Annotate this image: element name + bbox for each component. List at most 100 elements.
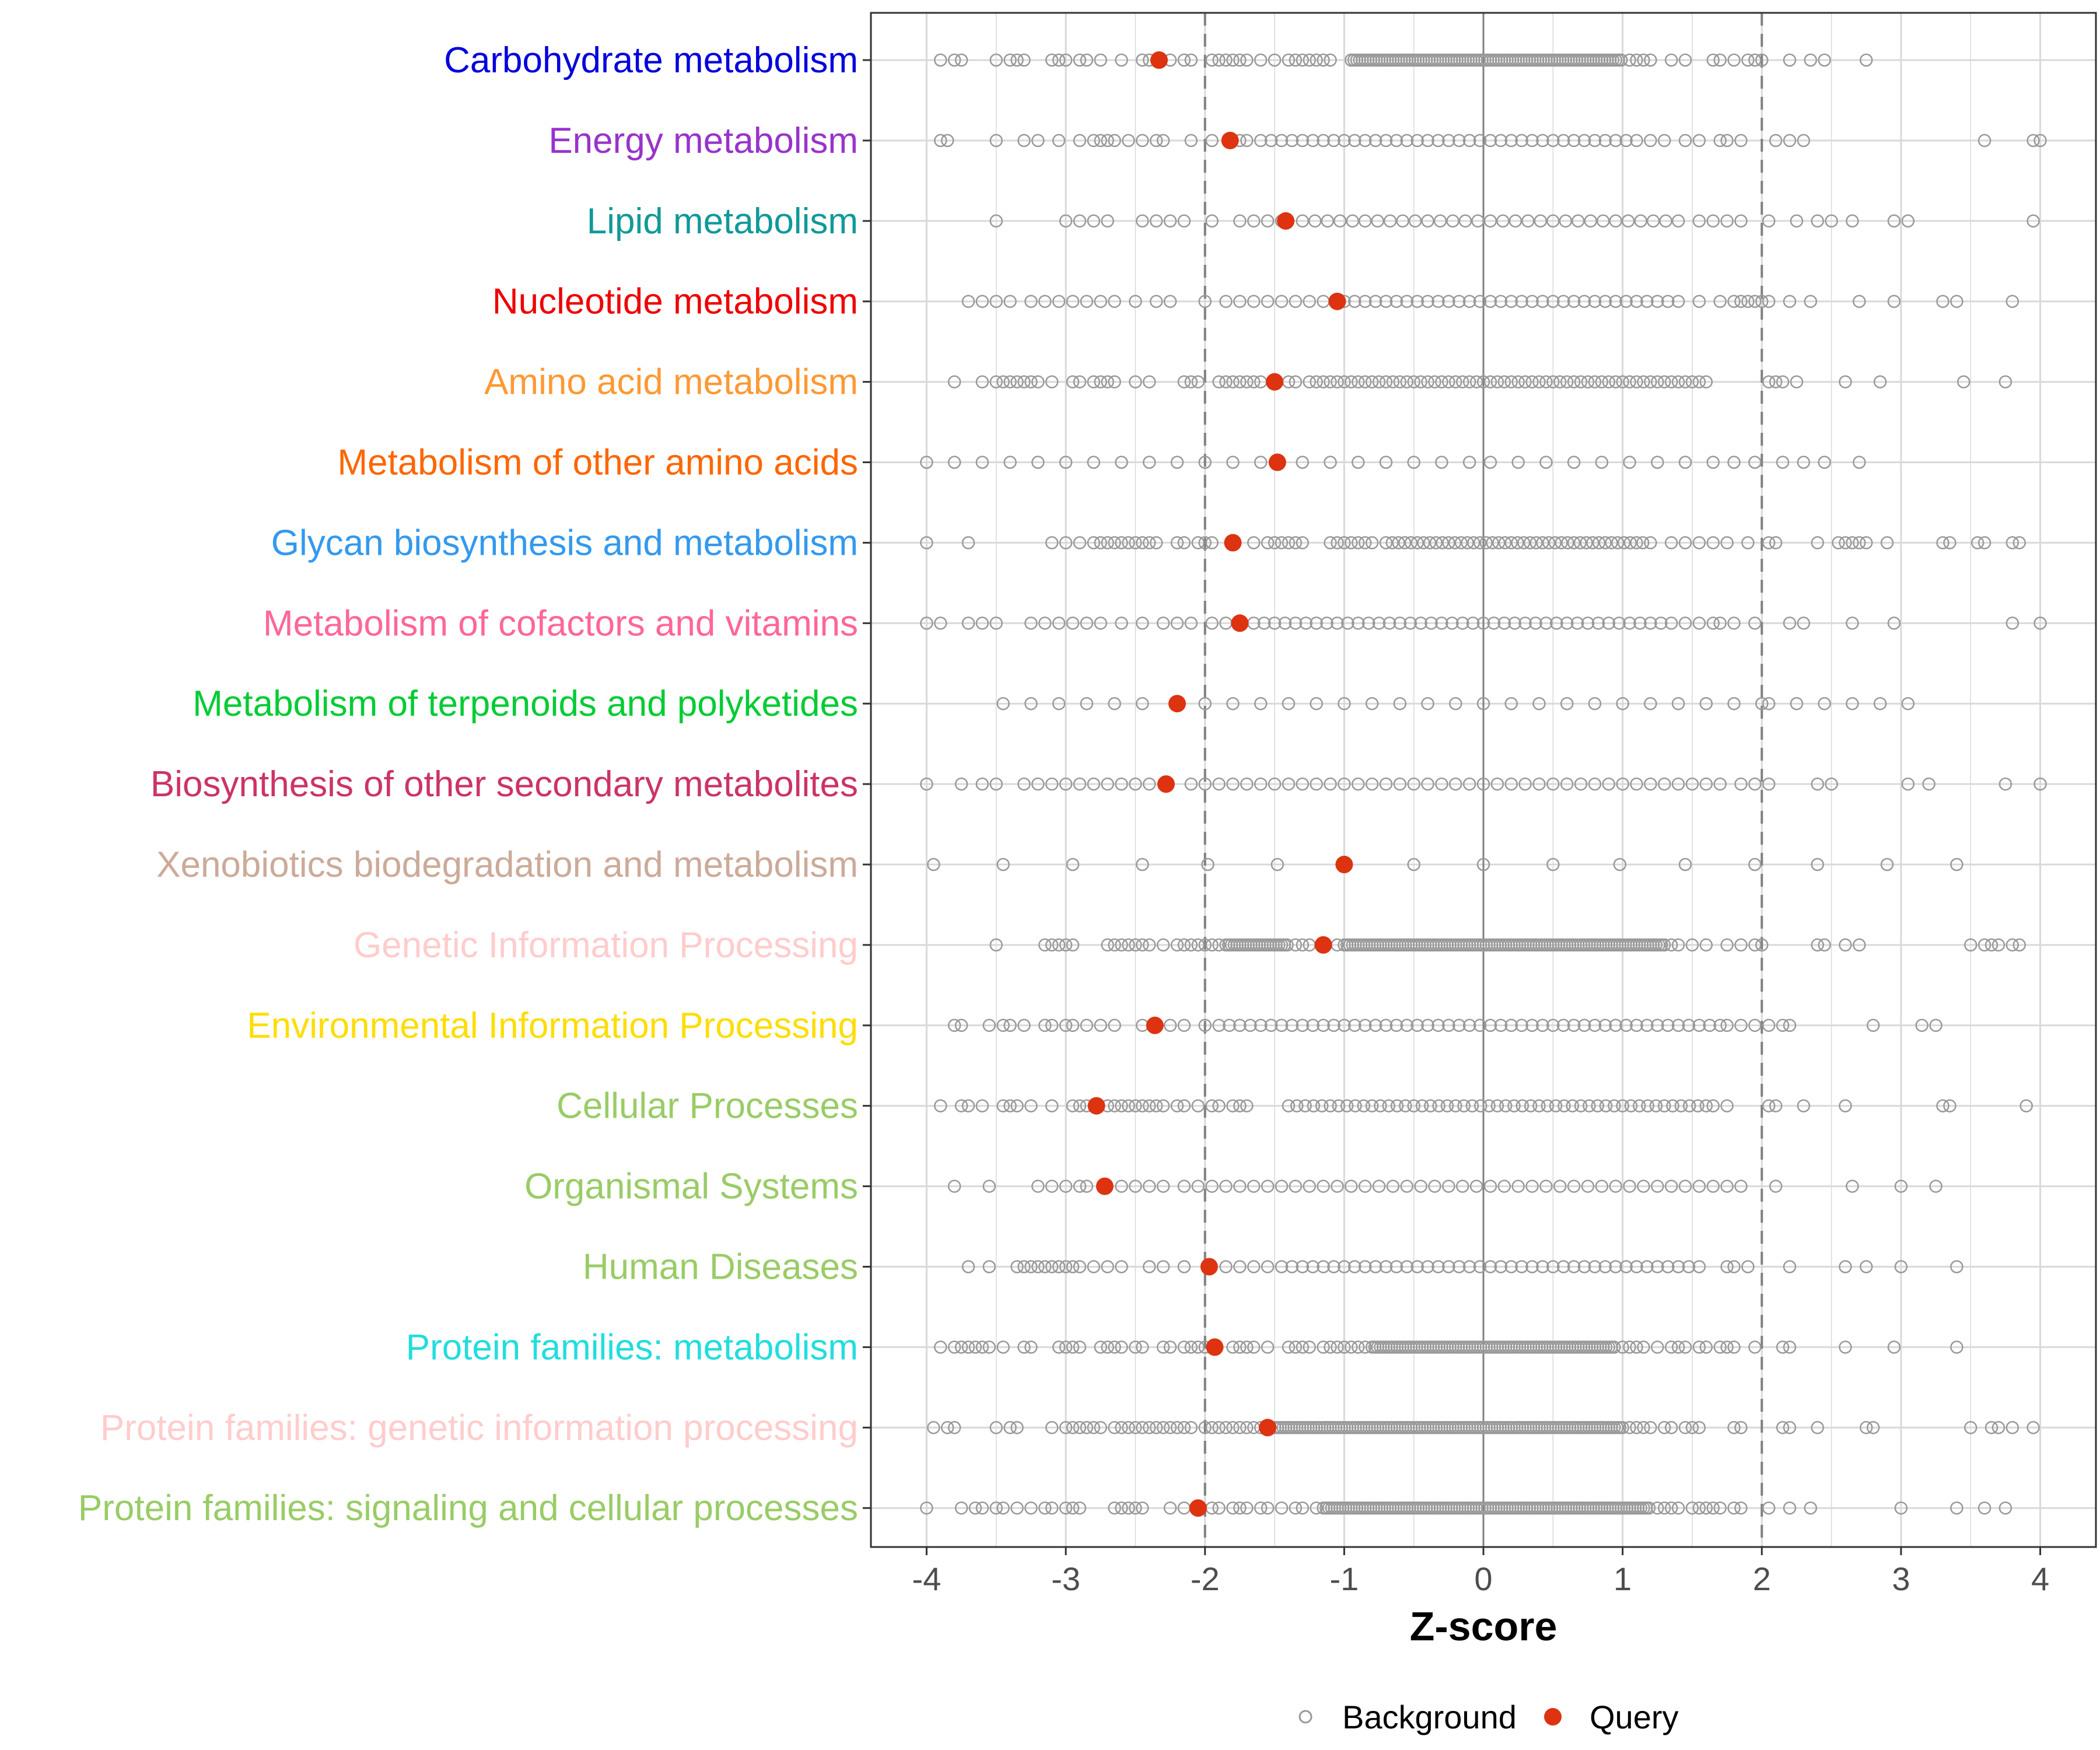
background-point: [1532, 1099, 1546, 1112]
category-label: Metabolism of other amino acids: [337, 443, 858, 483]
background-point: [1345, 375, 1358, 388]
background-point: [1136, 536, 1149, 550]
background-point: [1504, 295, 1518, 308]
background-point: [1282, 53, 1296, 67]
background-point: [975, 617, 989, 630]
background-point: [1410, 295, 1424, 308]
background-point: [1310, 617, 1323, 630]
background-point: [1382, 617, 1396, 630]
background-point: [1720, 536, 1734, 550]
background-point: [954, 1099, 968, 1112]
background-point: [1692, 1340, 1706, 1354]
background-point: [1873, 696, 1887, 710]
background-point: [1644, 134, 1657, 148]
background-point: [1432, 1019, 1445, 1032]
background-point: [2034, 134, 2047, 148]
query-point: [1157, 775, 1175, 793]
background-point: [1682, 1260, 1696, 1273]
background-point: [1999, 375, 2013, 388]
background-point: [1457, 1099, 1471, 1112]
background-point: [1692, 375, 1706, 388]
background-point: [1539, 375, 1553, 388]
background-point: [1290, 1099, 1304, 1112]
background-point: [1059, 536, 1073, 550]
background-point: [1832, 536, 1845, 550]
background-point: [1296, 1340, 1310, 1354]
background-point: [1860, 536, 1873, 550]
background-point: [1846, 696, 1859, 710]
background-point: [1362, 617, 1376, 630]
background-point: [1382, 1099, 1395, 1112]
background-point: [1608, 1099, 1621, 1112]
background-point: [1515, 1260, 1528, 1273]
background-point: [1424, 1099, 1437, 1112]
background-point: [1115, 1180, 1128, 1193]
background-point: [1839, 375, 1852, 388]
background-point: [1017, 777, 1031, 791]
background-point: [1476, 858, 1490, 872]
background-point: [1017, 1260, 1031, 1273]
background-point: [1692, 1019, 1706, 1032]
background-point: [1115, 1501, 1128, 1515]
background-point: [1504, 134, 1518, 148]
background-point: [1303, 1180, 1316, 1193]
background-point: [1630, 1260, 1643, 1273]
background-point: [1797, 456, 1811, 469]
background-point: [1268, 53, 1282, 67]
background-point: [1664, 1340, 1678, 1354]
background-point: [1045, 1421, 1059, 1434]
background-point: [1059, 1340, 1073, 1354]
background-point: [1678, 1180, 1692, 1193]
background-point: [1483, 134, 1497, 148]
background-point: [1247, 1260, 1261, 1273]
background-point: [1149, 536, 1163, 550]
background-point: [1324, 777, 1337, 791]
background-point: [1692, 1260, 1706, 1273]
background-point: [1122, 134, 1135, 148]
background-point: [1853, 456, 1866, 469]
background-point: [1682, 1019, 1696, 1032]
background-point: [1633, 617, 1647, 630]
background-point: [1818, 53, 1831, 67]
background-point: [1296, 53, 1310, 67]
background-point: [1553, 1180, 1567, 1193]
background-point: [1490, 1099, 1504, 1112]
background-point: [1611, 536, 1625, 550]
background-point: [1404, 536, 1418, 550]
background-point: [1664, 938, 1678, 952]
background-point: [1432, 295, 1445, 308]
background-point: [1073, 1180, 1087, 1193]
background-point: [1452, 1019, 1466, 1032]
background-point: [968, 1501, 982, 1515]
background-point: [1198, 938, 1212, 952]
background-point: [1332, 1099, 1346, 1112]
background-point: [1198, 295, 1212, 308]
background-point: [1504, 536, 1518, 550]
background-point: [1136, 617, 1149, 630]
background-point: [1351, 617, 1365, 630]
background-point: [1595, 456, 1609, 469]
background-point: [982, 1180, 996, 1193]
background-point: [1122, 1099, 1135, 1112]
background-point: [1059, 777, 1073, 791]
x-axis-ticks: -4 -3 -2 -1 0 1 2 3 4: [912, 1547, 2049, 1597]
background-point: [1574, 1099, 1588, 1112]
background-point: [1691, 1099, 1704, 1112]
background-point: [1609, 1180, 1622, 1193]
background-point: [1646, 214, 1660, 228]
background-point: [1136, 1421, 1149, 1434]
background-point: [1588, 134, 1602, 148]
background-point: [1254, 1019, 1268, 1032]
background-point: [1588, 375, 1602, 388]
background-point: [1818, 456, 1831, 469]
background-point: [1644, 536, 1657, 550]
background-point: [1261, 1340, 1275, 1354]
background-point: [1560, 777, 1574, 791]
background-point: [1365, 696, 1379, 710]
background-point: [1637, 1421, 1650, 1434]
background-point: [1393, 696, 1407, 710]
query-point: [1335, 856, 1353, 873]
background-point: [1936, 536, 1950, 550]
background-point: [1170, 1421, 1184, 1434]
background-point: [1637, 53, 1650, 67]
